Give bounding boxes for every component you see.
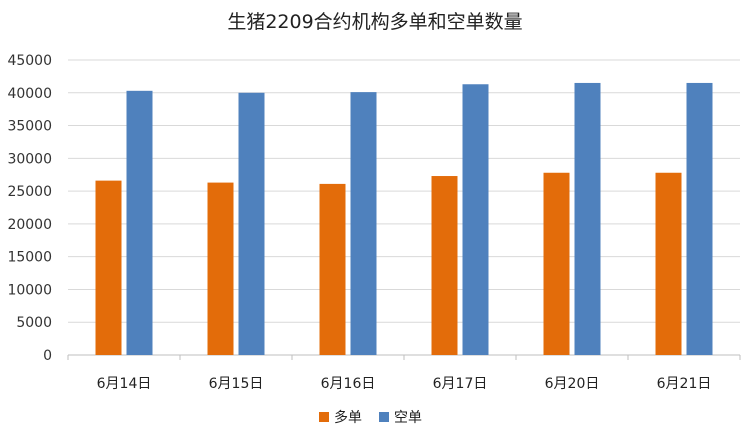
bar-short: [462, 84, 489, 355]
y-tick-label: 35000: [7, 119, 52, 135]
x-tick-label: 6月21日: [657, 376, 712, 392]
x-tick-label: 6月14日: [97, 376, 152, 392]
y-tick-label: 30000: [7, 151, 52, 167]
legend: 多单 空单: [319, 409, 422, 426]
chart-title: 生猪2209合约机构多单和空单数量: [227, 11, 522, 33]
x-tick-label: 6月15日: [209, 376, 264, 392]
y-tick-label: 20000: [7, 217, 52, 233]
bar-short: [238, 92, 265, 356]
bar-long: [207, 182, 234, 355]
x-axis: 6月14日 6月15日 6月16日 6月17日 6月20日 6月21日: [67, 355, 741, 392]
y-tick-label: 5000: [16, 315, 52, 331]
bar-long: [543, 172, 570, 355]
y-tick-label: 15000: [7, 250, 52, 266]
bar-long: [95, 180, 122, 355]
y-tick-label: 10000: [7, 282, 52, 298]
gridlines: [68, 59, 740, 356]
bars: [95, 82, 713, 356]
legend-swatch: [379, 412, 389, 422]
legend-swatch: [319, 412, 329, 422]
bar-short: [350, 92, 377, 355]
bar-short: [126, 90, 153, 356]
bar-short: [574, 82, 601, 355]
y-axis: 0 5000 10000 15000 20000 25000 30000 35000 40000…: [7, 53, 52, 364]
bar-long: [655, 172, 682, 355]
y-tick-label: 40000: [7, 86, 52, 102]
legend-label: 空单: [394, 410, 422, 426]
x-tick-label: 6月20日: [545, 376, 600, 392]
y-tick-label: 0: [43, 348, 52, 364]
x-tick-label: 6月16日: [321, 376, 376, 392]
bar-long: [431, 176, 458, 355]
bar-long: [319, 183, 346, 355]
y-tick-label: 25000: [7, 184, 52, 200]
x-tick-label: 6月17日: [433, 376, 488, 392]
bar-short: [686, 82, 713, 355]
legend-label: 多单: [334, 409, 362, 426]
y-tick-label: 45000: [7, 53, 52, 69]
